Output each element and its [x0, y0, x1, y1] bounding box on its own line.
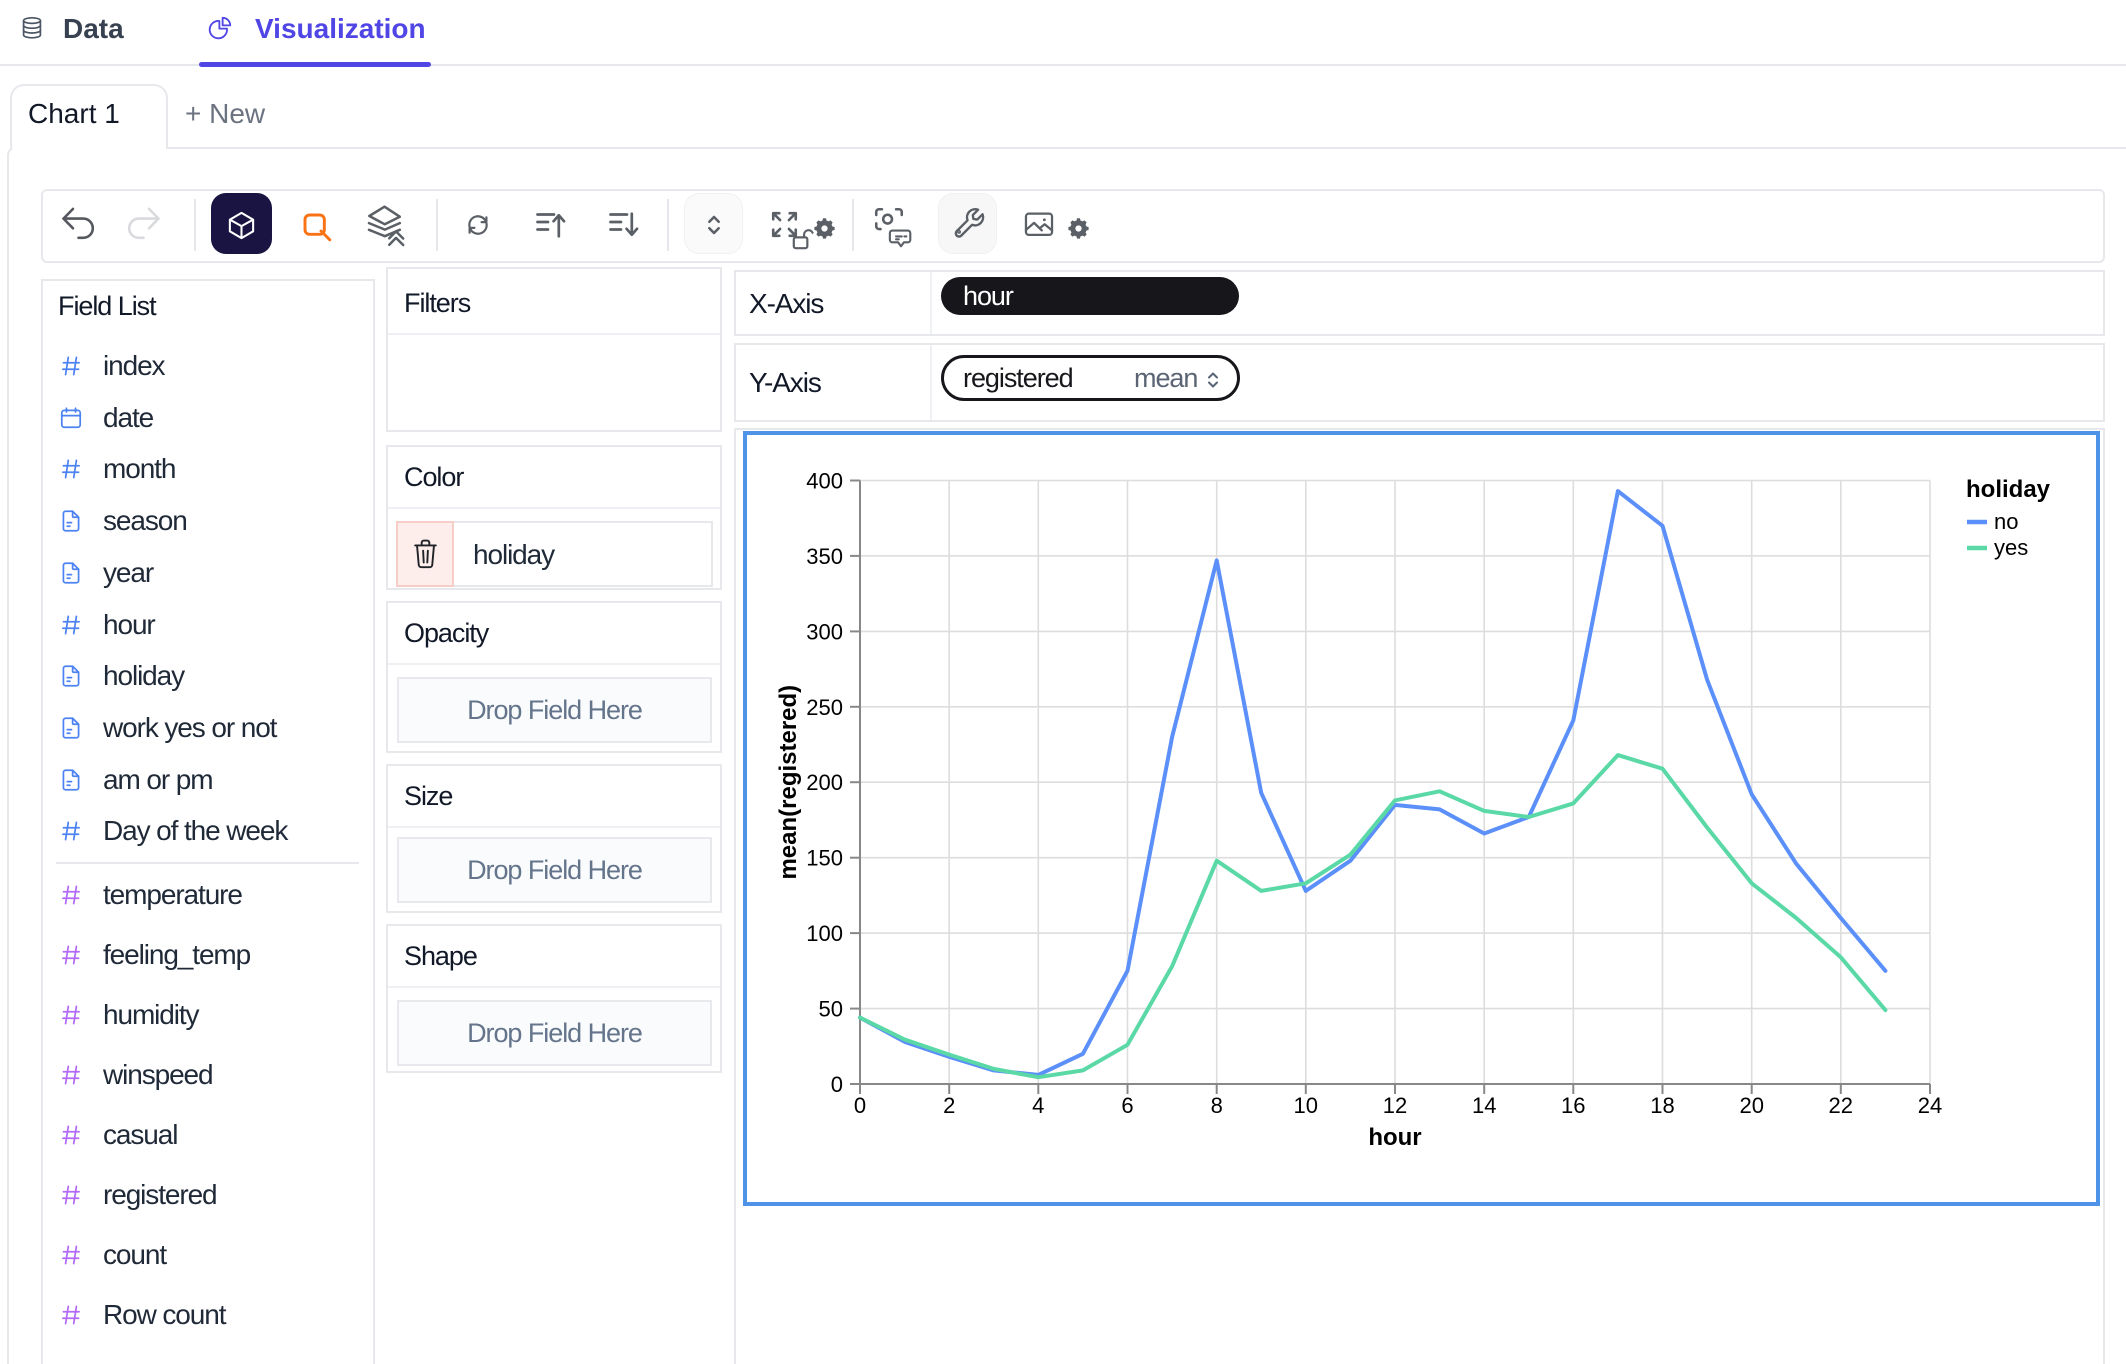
svg-text:18: 18 [1650, 1093, 1674, 1118]
svg-text:6: 6 [1121, 1093, 1133, 1118]
svg-text:300: 300 [806, 619, 843, 644]
svg-text:400: 400 [806, 469, 843, 494]
svg-text:2: 2 [943, 1093, 955, 1118]
svg-text:20: 20 [1739, 1093, 1763, 1118]
svg-text:200: 200 [806, 770, 843, 795]
svg-text:100: 100 [806, 921, 843, 946]
svg-text:50: 50 [819, 997, 843, 1022]
svg-text:10: 10 [1294, 1093, 1318, 1118]
svg-text:hour: hour [1368, 1124, 1421, 1151]
svg-text:8: 8 [1211, 1093, 1223, 1118]
svg-text:0: 0 [854, 1093, 866, 1118]
svg-text:4: 4 [1032, 1093, 1044, 1118]
svg-text:24: 24 [1918, 1093, 1942, 1118]
svg-text:350: 350 [806, 544, 843, 569]
svg-text:mean(registered): mean(registered) [775, 685, 802, 880]
svg-text:12: 12 [1383, 1093, 1407, 1118]
svg-text:250: 250 [806, 695, 843, 720]
svg-text:22: 22 [1829, 1093, 1853, 1118]
svg-text:16: 16 [1561, 1093, 1585, 1118]
svg-text:no: no [1994, 509, 2018, 534]
svg-text:yes: yes [1994, 535, 2028, 560]
svg-text:150: 150 [806, 846, 843, 871]
svg-text:0: 0 [831, 1072, 843, 1097]
svg-text:holiday: holiday [1966, 476, 2051, 503]
svg-text:14: 14 [1472, 1093, 1496, 1118]
